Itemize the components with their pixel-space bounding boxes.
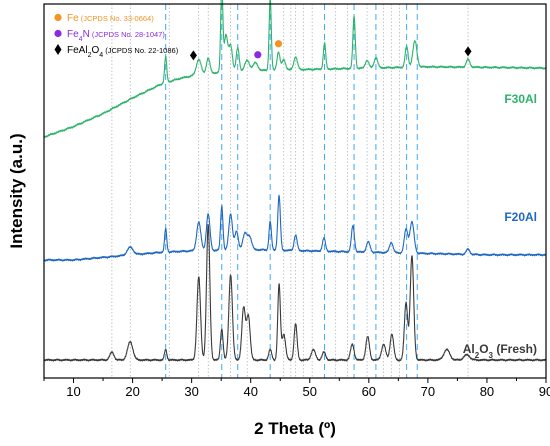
phase-marker-diamond xyxy=(189,50,197,61)
x-tick-label: 60 xyxy=(362,384,376,399)
peak-markers xyxy=(189,40,472,61)
phase-marker-circle xyxy=(274,40,283,48)
phase-marker-circle xyxy=(254,51,262,59)
series-label: F20Al xyxy=(504,210,537,224)
x-axis-title: 2 Theta (º) xyxy=(254,419,336,438)
legend-entry: Fe (JCPDS No. 33-0664) xyxy=(67,13,154,24)
x-axis-ticks: 10 20 30 40 50 60 70 80 90 xyxy=(43,378,550,399)
legend-entry: Fe4N (JCPDS No. 28-1047) xyxy=(67,29,165,43)
x-tick-label: 40 xyxy=(243,384,257,399)
phase-marker-diamond xyxy=(464,46,472,57)
legend: Fe (JCPDS No. 33-0664) Fe4N (JCPDS No. 28… xyxy=(54,13,179,59)
series-line-f20al xyxy=(43,194,547,262)
series-label: Al2O3 (Fresh) xyxy=(463,342,537,360)
legend-circle-icon xyxy=(54,13,62,22)
plot-frame xyxy=(43,3,547,379)
x-tick-label: 10 xyxy=(66,384,80,399)
x-tick-label: 70 xyxy=(421,384,435,399)
x-tick-label: 90 xyxy=(539,384,550,399)
series-line-f30al xyxy=(43,0,547,138)
legend-circle-icon xyxy=(54,29,62,38)
x-tick-label: 80 xyxy=(480,384,494,399)
series-labels: F30Al F20Al Al2O3 (Fresh) xyxy=(463,92,537,360)
series-group xyxy=(43,0,547,362)
legend-entry: FeAl2O4 (JCPDS No. 22-1086) xyxy=(67,45,179,59)
x-tick-label: 30 xyxy=(184,384,198,399)
reference-lines xyxy=(111,4,469,378)
series-label: F30Al xyxy=(504,92,537,106)
legend-diamond-icon xyxy=(54,44,62,55)
y-axis-title: Intensity (a.u.) xyxy=(7,133,26,248)
series-line-al2o3-fresh- xyxy=(43,223,547,362)
x-tick-label: 50 xyxy=(303,384,317,399)
x-tick-label: 20 xyxy=(125,384,139,399)
